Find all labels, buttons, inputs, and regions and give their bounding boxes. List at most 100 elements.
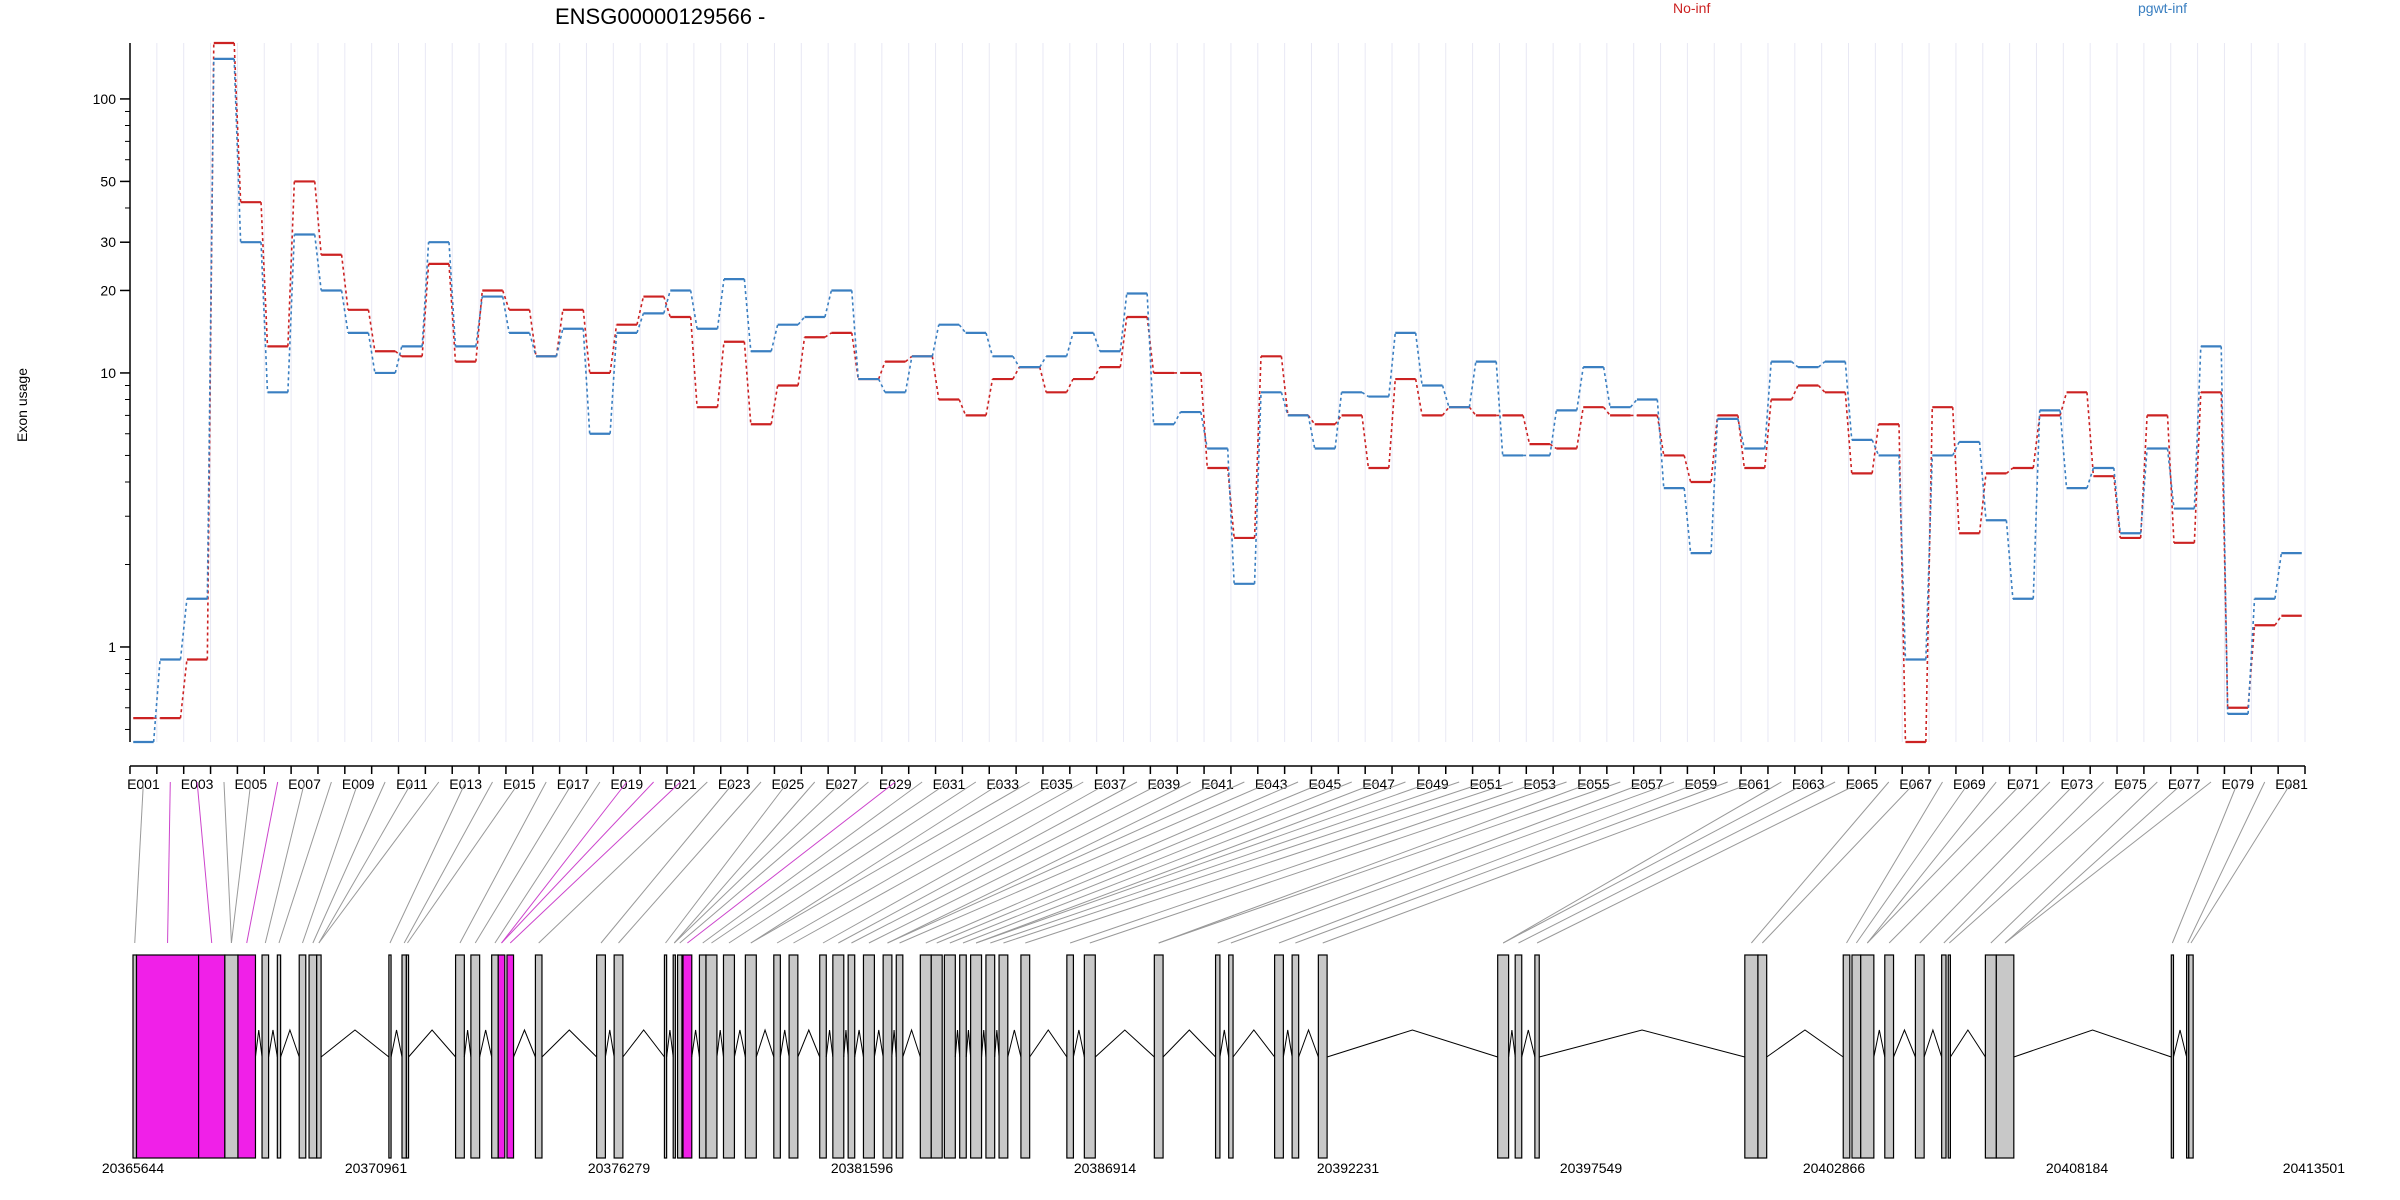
exon-connector [838, 781, 1138, 944]
series-connector [1146, 293, 1155, 425]
exon-connector [1518, 781, 1836, 944]
intron-line [408, 1029, 456, 1058]
exon-box [788, 954, 799, 1159]
exon-box [237, 954, 257, 1159]
intron-line [1219, 1029, 1230, 1058]
intron-line [604, 1029, 615, 1058]
series-connector [475, 296, 484, 347]
intron-line [1873, 1029, 1886, 1058]
series-connector [1388, 332, 1397, 397]
exon-connector [1750, 781, 1890, 944]
x-tick-label: E023 [718, 776, 751, 792]
exon-box [298, 954, 307, 1159]
intron-line [1521, 1029, 1536, 1058]
exon-connector [868, 781, 1191, 944]
exon-connector [665, 781, 789, 944]
series-connector [2032, 410, 2041, 599]
series-connector [1925, 407, 1934, 743]
series-connector [1817, 384, 1826, 393]
exon-box [1947, 954, 1951, 1159]
exon-box [316, 954, 322, 1159]
exon-connector [750, 781, 1003, 944]
series-connector [1549, 443, 1557, 450]
x-tick-label: E021 [664, 776, 697, 792]
exon-box [470, 954, 481, 1159]
intron-line [254, 1029, 263, 1058]
exon-connector [673, 781, 842, 944]
exon-connector [975, 781, 1406, 944]
series-connector [1575, 367, 1585, 411]
x-tick-label: E073 [2060, 776, 2093, 792]
series-connector [609, 332, 618, 434]
intron-line [1298, 1028, 1319, 1058]
exon-box [1914, 954, 1925, 1159]
exon-box [985, 954, 996, 1159]
exon-connector [990, 781, 1460, 944]
series-connector [770, 385, 779, 425]
exon-connector [1888, 781, 2051, 944]
genomic-tick-label: 20386914 [1074, 1160, 1137, 1176]
x-tick-label: E007 [288, 776, 321, 792]
exon-box [506, 954, 515, 1159]
exon-box [1757, 954, 1768, 1159]
exon-connector [949, 781, 1352, 944]
intron-line [891, 1029, 897, 1058]
series-connector [743, 341, 752, 425]
exon-connector [1089, 781, 1567, 944]
exon-box [882, 954, 893, 1159]
exon-connector [1217, 781, 1648, 944]
series-connector [1200, 411, 1209, 449]
exon-box [596, 954, 606, 1159]
series-connector [1522, 415, 1531, 445]
exon-box [895, 954, 904, 1159]
intron-line [1923, 1028, 1943, 1058]
series-connector [1575, 407, 1585, 449]
series-connector [904, 356, 913, 393]
exon-box [1214, 954, 1221, 1159]
exon-connector [1003, 781, 1487, 944]
exon-connector [318, 781, 413, 944]
chart-title: ENSG00000129566 - [555, 4, 765, 29]
x-tick-label: E041 [1201, 776, 1234, 792]
series-connector [287, 234, 296, 393]
series-connector [958, 324, 967, 334]
exon-box [1066, 954, 1075, 1159]
series-connector [2220, 346, 2229, 714]
series-connector [179, 659, 188, 719]
exon-connector [501, 781, 628, 944]
exon-connector [1866, 781, 2024, 944]
intron-line [1094, 1029, 1155, 1058]
exon-connector [1502, 781, 1809, 944]
exon-connector [887, 781, 1245, 944]
series-connector [1038, 366, 1047, 393]
axes: 110203050100E001E003E005E007E009E011E013… [93, 43, 2308, 792]
x-tick-label: E017 [557, 776, 590, 792]
intron-line [1007, 1029, 1022, 1058]
x-tick-label: E059 [1684, 776, 1717, 792]
y-tick-label: 100 [93, 91, 117, 107]
exon-connector [230, 781, 252, 944]
intron-line [1162, 1029, 1216, 1058]
exon-connector [618, 781, 762, 944]
exon-connector [793, 781, 1084, 944]
intron-line [981, 1029, 987, 1058]
series-connector [2247, 598, 2256, 714]
exon-connector [312, 781, 386, 944]
series-connector [501, 296, 510, 334]
exon-connector [223, 781, 232, 944]
x-tick-label: E037 [1094, 776, 1127, 792]
y-tick-label: 1 [108, 639, 116, 655]
exon-box [534, 954, 543, 1159]
series-connector [636, 296, 645, 325]
series-connector [1844, 392, 1853, 474]
exon-connector [936, 781, 1326, 944]
exon-connector [1866, 781, 1997, 944]
series-connector [770, 324, 779, 352]
y-tick-label: 50 [100, 173, 116, 189]
series-connector [2139, 415, 2148, 538]
exon-box [744, 954, 757, 1159]
exon-connector [1536, 781, 1863, 944]
series-pgwt-inf [133, 57, 2302, 744]
exon-box [1317, 954, 1328, 1159]
series-connector [1414, 378, 1423, 416]
